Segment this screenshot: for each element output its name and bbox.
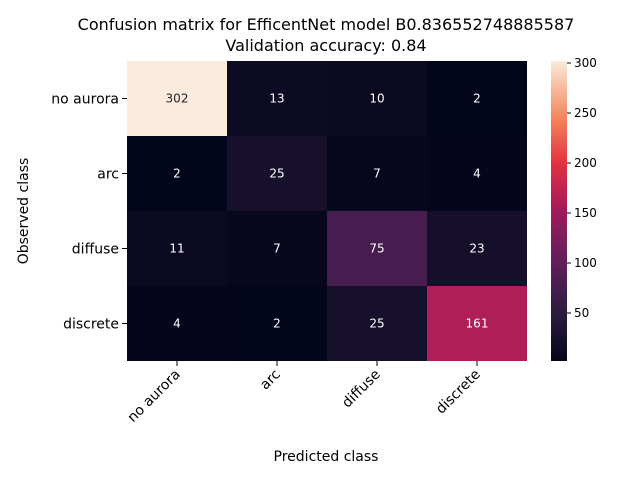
cell-value-label: 11 (169, 242, 184, 256)
heatmap-cell (127, 136, 227, 211)
cell-value-label: 25 (369, 317, 384, 331)
heatmap-cell (127, 211, 227, 286)
cell-value-label: 2 (273, 317, 281, 331)
heatmap-cell (227, 211, 327, 286)
y-tick-label: no aurora (51, 92, 119, 108)
x-axis-ticks: no aurora arc diffuse discrete (125, 361, 484, 426)
heatmap-cell (327, 286, 427, 361)
cell-value-label: 7 (373, 167, 381, 181)
heatmap-cells (127, 61, 527, 361)
cell-value-label: 10 (369, 92, 384, 106)
heatmap-cell (127, 61, 227, 136)
heatmap-cell (227, 61, 327, 136)
heatmap-cell (127, 286, 227, 361)
cell-value-label: 302 (166, 92, 189, 106)
x-tick-label: discrete (433, 367, 484, 418)
cell-value-label: 161 (466, 317, 489, 331)
heatmap-cell (427, 61, 527, 136)
heatmap-cell (327, 211, 427, 286)
cell-value-label: 25 (269, 167, 284, 181)
heatmap-cell (327, 61, 427, 136)
colorbar-tick-label: 300 (574, 56, 597, 70)
cell-value-label: 4 (473, 167, 481, 181)
colorbar-tick-label: 200 (574, 156, 597, 170)
x-tick-label: arc (257, 367, 284, 394)
heatmap-cell (427, 211, 527, 286)
chart-title: Confusion matrix for EfficentNet model B… (78, 15, 575, 34)
x-tick-label: no aurora (125, 367, 184, 426)
colorbar-ticks: 50 100 150 200 250 300 (567, 56, 597, 320)
heatmap-cell (427, 286, 527, 361)
x-axis-label: Predicted class (274, 449, 379, 465)
colorbar-tick-label: 250 (574, 106, 597, 120)
cell-value-label: 4 (173, 317, 181, 331)
heatmap-cell-labels: 302 13 10 2 2 25 7 4 11 7 75 23 4 2 25 161 (166, 92, 489, 331)
cell-value-label: 75 (369, 242, 384, 256)
heatmap-cell (227, 136, 327, 211)
y-axis-ticks: no aurora arc diffuse discrete (51, 92, 127, 333)
colorbar (551, 61, 567, 361)
colorbar-tick-label: 50 (574, 306, 589, 320)
y-tick-label: discrete (63, 317, 119, 333)
x-tick-label: diffuse (339, 367, 384, 412)
cell-value-label: 2 (473, 92, 481, 106)
cell-value-label: 23 (469, 242, 484, 256)
y-tick-label: arc (97, 167, 119, 183)
cell-value-label: 2 (173, 167, 181, 181)
chart-subtitle: Validation accuracy: 0.84 (225, 36, 426, 55)
y-tick-label: diffuse (72, 242, 119, 258)
cell-value-label: 13 (269, 92, 284, 106)
colorbar-tick-label: 100 (574, 256, 597, 270)
y-axis-label: Observed class (16, 158, 32, 265)
colorbar-tick-label: 150 (574, 206, 597, 220)
heatmap-cell (327, 136, 427, 211)
heatmap-cell (427, 136, 527, 211)
heatmap-cell (227, 286, 327, 361)
cell-value-label: 7 (273, 242, 281, 256)
